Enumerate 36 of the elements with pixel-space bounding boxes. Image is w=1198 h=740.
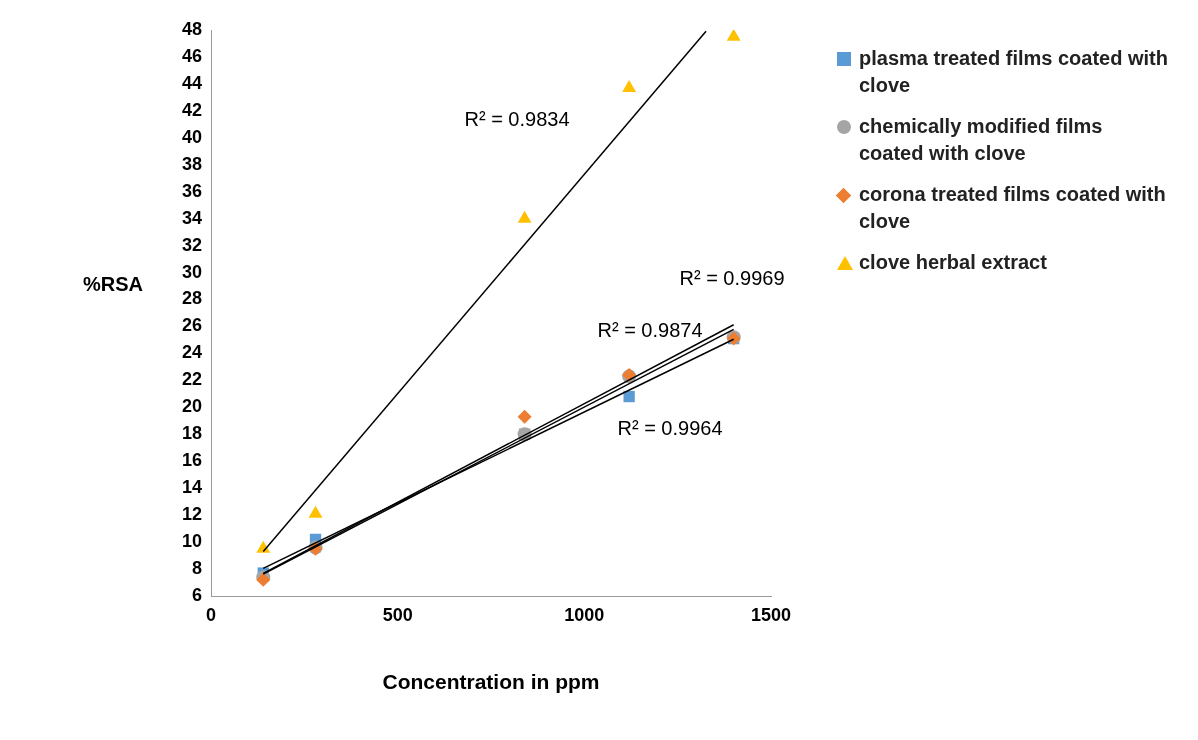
annotation: R² = 0.9969 [679,266,785,289]
y-tick-label: 14 [181,477,202,498]
y-tick-label: 16 [181,450,202,471]
y-tick-label: 8 [191,558,202,579]
legend-label: clove herbal extract [859,250,1047,275]
y-tick-label: 18 [181,423,202,444]
y-axis-title: %RSA [82,272,144,295]
y-tick-label: 26 [181,315,202,336]
y-tick-label: 40 [181,126,202,147]
y-tick-label: 28 [181,288,202,309]
legend-label: corona treated films coated with clove [859,182,1167,234]
y-tick-label: 44 [181,72,202,93]
x-tick-label: 0 [205,604,217,625]
y-tick-label: 38 [181,153,202,174]
legend-label: chemically modified films coated with clove [859,114,1104,166]
y-tick-label: 12 [181,504,202,525]
x-tick-label: 1500 [750,604,792,625]
y-tick-label: 46 [181,45,202,66]
y-tick-label: 22 [181,369,202,390]
y-tick-label: 24 [181,342,202,363]
y-tick-label: 34 [181,207,202,228]
annotation: R² = 0.9964 [617,416,723,439]
y-tick-label: 20 [181,396,202,417]
x-tick-label: 500 [382,604,413,625]
y-tick-label: 36 [181,180,202,201]
y-tick-label: 42 [181,99,202,120]
y-tick-label: 32 [181,234,202,255]
y-tick-label: 30 [181,261,202,282]
annotation: R² = 0.9834 [464,107,570,130]
legend-label: plasma treated films coated with clove [859,46,1169,98]
x-axis-title: Concentration in ppm [382,670,600,694]
y-tick-label: 10 [181,531,202,552]
x-tick-label: 1000 [564,604,605,625]
y-tick-label: 6 [191,584,202,605]
annotation: R² = 0.9874 [597,318,703,341]
y-tick-label: 48 [181,18,202,39]
